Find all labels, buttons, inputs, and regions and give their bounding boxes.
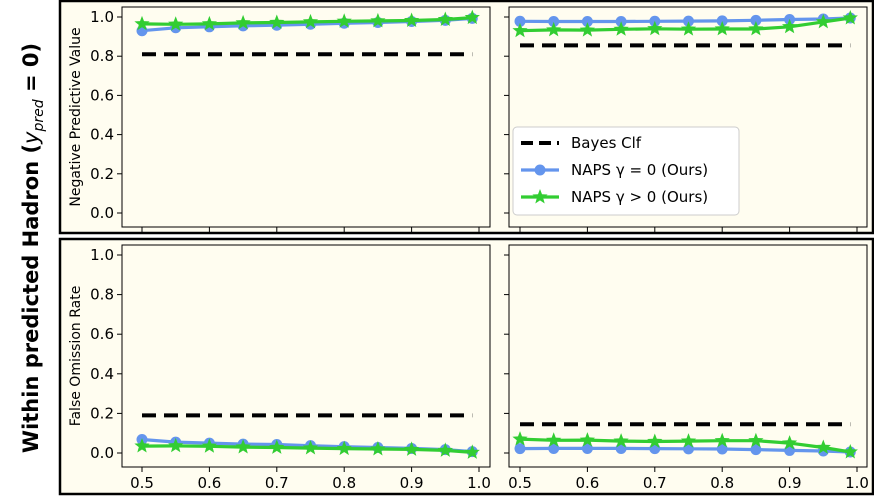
naps-gamma-pos-point: [370, 12, 386, 28]
naps-gamma-pos-point: [269, 439, 285, 454]
naps-gamma-pos-point: [336, 440, 352, 456]
naps-gamma0-point: [581, 442, 593, 454]
naps-gamma-pos-point: [748, 21, 764, 36]
naps-gamma-pos-point: [302, 13, 319, 29]
naps-gamma-pos-point: [336, 13, 352, 28]
naps-gamma-pos-point: [302, 440, 319, 455]
x-tick-label: 0.5: [508, 474, 532, 492]
naps-gamma0-point: [514, 443, 526, 455]
naps-gamma-pos-point: [815, 439, 831, 454]
x-tick-label: 0.8: [710, 474, 734, 492]
naps-gamma-pos-point: [815, 13, 831, 29]
y-axis-label: False Omission Rate: [68, 286, 84, 427]
naps-gamma-pos-point: [546, 432, 562, 447]
naps-gamma0-point: [750, 444, 762, 456]
naps-gamma0-point: [716, 443, 728, 455]
legend-label: NAPS γ > 0 (Ours): [571, 188, 708, 206]
naps-gamma-pos-point: [579, 22, 595, 37]
x-tick-label: 1.0: [467, 474, 491, 492]
y-tick-label: 1.0: [90, 246, 114, 264]
axes-box: [121, 244, 491, 468]
y-tick-label: 0.2: [90, 165, 114, 183]
naps-gamma-pos-point: [842, 10, 858, 25]
panel-bottom-left: 0.0 0.2 0.4 0.6 0.8 1.0 0.5 0.6 0.7 0.8 0.9 1.0 Fals…: [68, 244, 491, 492]
naps-gamma-pos-point: [512, 22, 528, 38]
naps-gamma-pos-point: [782, 18, 798, 34]
y-tick-label: 0.2: [90, 404, 114, 422]
legend-box: [512, 126, 740, 216]
y-tick-label: 0.6: [90, 86, 114, 104]
y-tick-label: 0.6: [90, 325, 114, 343]
naps-gamma-pos-point: [680, 21, 697, 36]
legend-naps-gamma0-marker: [534, 164, 546, 176]
naps-gamma0-point: [683, 15, 694, 27]
naps-gamma-pos-point: [168, 437, 184, 453]
x-tick-label: 0.9: [778, 474, 802, 492]
panel-bottom-right: 0.5 0.6 0.7 0.8 0.9 1.0: [504, 244, 869, 492]
naps-gamma0-point: [581, 16, 593, 28]
naps-gamma0-point: [750, 14, 762, 26]
naps-gamma-pos-point: [404, 12, 420, 27]
naps-gamma-pos-point: [714, 21, 730, 36]
naps-gamma-pos-point: [748, 432, 764, 448]
naps-gamma-pos-point: [235, 14, 251, 30]
legend: Bayes Clf NAPS γ = 0 (Ours) NAPS γ > 0 (Ou…: [512, 126, 740, 216]
x-tick-label: 0.7: [643, 474, 667, 492]
x-tick-label: 0.8: [332, 474, 356, 492]
x-tick-label: 0.6: [575, 474, 599, 492]
y-tick-label: 0.0: [90, 444, 114, 462]
naps-gamma-pos-point: [201, 15, 217, 31]
naps-gamma-pos-point: [370, 441, 386, 456]
naps-gamma-pos-point: [546, 21, 562, 37]
panel-top-left: 0.0 0.2 0.4 0.6 0.8 1.0 Negative Predictive Va…: [68, 6, 491, 232]
legend-label: NAPS γ = 0 (Ours): [571, 161, 708, 179]
axes-box: [121, 6, 491, 228]
naps-gamma-pos-point: [269, 14, 285, 29]
naps-gamma-pos-point: [714, 432, 730, 448]
naps-gamma-pos-point: [782, 435, 798, 450]
legend-label: Bayes Clf: [571, 134, 642, 152]
y-tick-label: 0.8: [90, 47, 114, 65]
naps-gamma0-point: [514, 15, 526, 27]
naps-gamma-pos-point: [647, 433, 663, 448]
naps-gamma-pos-point: [201, 438, 217, 453]
naps-gamma-pos-point: [680, 433, 697, 448]
naps-gamma-pos-point: [464, 9, 480, 25]
x-tick-label: 0.6: [197, 474, 221, 492]
naps-gamma-pos-point: [842, 444, 858, 459]
y-tick-label: 1.0: [90, 8, 114, 26]
naps-gamma-pos-point: [404, 441, 420, 456]
naps-gamma-pos-point: [512, 431, 528, 446]
naps-gamma-pos-point: [168, 16, 184, 31]
naps-gamma-pos-point: [235, 439, 251, 454]
naps-gamma-pos-point: [647, 20, 663, 36]
x-tick-label: 1.0: [845, 474, 869, 492]
naps-gamma-pos-point: [579, 432, 595, 447]
x-tick-label: 0.9: [400, 474, 424, 492]
y-tick-label: 0.0: [90, 204, 114, 222]
x-tick-label: 0.7: [265, 474, 289, 492]
naps-gamma-pos-point: [437, 11, 453, 26]
naps-gamma0-point: [716, 15, 728, 27]
side-title: Within predicted Hadron (ypred = 0): [19, 43, 47, 453]
naps-gamma0-point: [548, 442, 560, 454]
naps-gamma-pos-point: [613, 433, 629, 448]
x-tick-label: 0.5: [130, 474, 154, 492]
naps-gamma0-point: [548, 16, 560, 28]
naps-gamma-pos-point: [134, 15, 150, 31]
naps-gamma-pos-point: [437, 442, 453, 457]
y-axis-label: Negative Predictive Value: [68, 27, 84, 206]
axes-box: [508, 244, 868, 468]
y-tick-label: 0.4: [90, 365, 114, 383]
naps-gamma-pos-point: [464, 444, 480, 459]
y-tick-label: 0.8: [90, 286, 114, 304]
naps-gamma-pos-point: [134, 438, 150, 453]
naps-gamma-pos-point: [613, 21, 629, 36]
legend-naps-gamma-pos-marker: [532, 189, 548, 204]
y-tick-label: 0.4: [90, 126, 114, 144]
